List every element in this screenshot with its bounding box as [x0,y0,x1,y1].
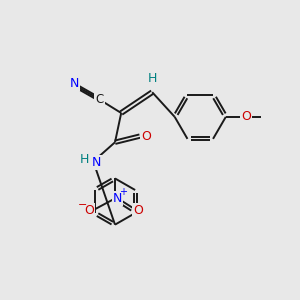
Text: O: O [85,204,94,217]
Text: H: H [148,72,157,85]
Text: C: C [95,93,104,106]
Text: O: O [241,110,251,123]
Text: N: N [92,156,101,169]
Text: O: O [133,204,143,217]
Text: O: O [141,130,151,142]
Text: N: N [70,77,80,90]
Text: N: N [112,192,122,205]
Text: +: + [119,187,128,197]
Text: −: − [78,200,87,210]
Text: H: H [79,154,89,166]
